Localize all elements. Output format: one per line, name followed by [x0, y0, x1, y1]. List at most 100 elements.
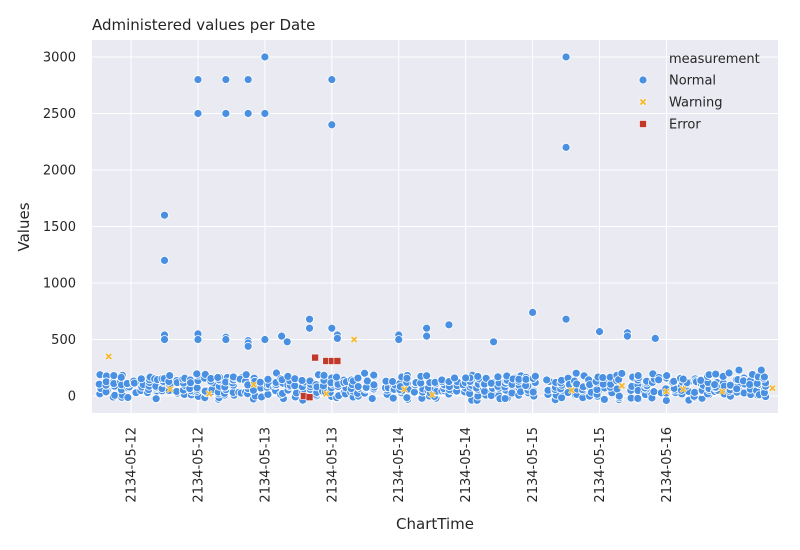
- normal-point: [422, 323, 432, 333]
- normal-point: [531, 371, 540, 381]
- normal-point: [486, 391, 496, 400]
- normal-point: [369, 370, 379, 380]
- normal-point: [493, 372, 503, 382]
- normal-point: [422, 371, 432, 381]
- normal-point: [272, 368, 281, 378]
- normal-point: [353, 373, 363, 383]
- normal-point: [756, 365, 766, 375]
- normal-point: [402, 393, 412, 403]
- x-tick-labels: 2134-05-12 2134-05-12 2134-05-13 2134-05-13…: [125, 427, 675, 503]
- normal-point: [724, 368, 734, 378]
- normal-point: [165, 371, 175, 380]
- normal-point: [192, 369, 202, 379]
- y-tick-labels: 0 500 1000 1500 2000 2500 3000: [43, 50, 76, 404]
- normal-point: [151, 394, 161, 404]
- normal-point: [734, 365, 744, 375]
- normal-point: [633, 394, 643, 403]
- normal-point: [221, 335, 231, 344]
- normal-point: [116, 372, 126, 382]
- x-tick-label: 2134-05-15: [593, 427, 608, 503]
- normal-point: [654, 375, 664, 385]
- legend-marker-error: [639, 120, 647, 128]
- normal-point: [402, 373, 412, 383]
- normal-point: [473, 372, 483, 381]
- normal-point: [678, 374, 688, 384]
- normal-point: [444, 320, 454, 330]
- normal-point: [571, 368, 581, 378]
- y-tick-label: 500: [51, 333, 76, 348]
- warning-point: [768, 384, 777, 392]
- normal-point: [221, 75, 231, 84]
- error-point: [305, 393, 314, 401]
- normal-point: [186, 378, 195, 388]
- legend-label-normal: Normal: [669, 74, 716, 89]
- normal-point: [243, 75, 253, 84]
- normal-point: [123, 393, 133, 402]
- warning-point: [249, 380, 258, 389]
- warning-point: [617, 382, 626, 390]
- warning-point: [679, 385, 688, 394]
- normal-point: [489, 337, 498, 347]
- normal-point: [461, 373, 471, 383]
- x-tick-label: 2134-05-14: [459, 427, 474, 503]
- normal-point: [388, 393, 398, 403]
- normal-point: [260, 52, 270, 62]
- normal-point: [305, 323, 314, 333]
- normal-point: [633, 371, 643, 380]
- legend-label-error: Error: [669, 118, 701, 133]
- normal-point: [243, 109, 253, 118]
- legend-title: measurement: [669, 52, 760, 67]
- x-tick-label: 2134-05-15: [526, 427, 541, 503]
- normal-point: [661, 396, 671, 405]
- normal-point: [192, 383, 202, 393]
- grid-lines: [92, 40, 778, 413]
- y-tick-label: 1500: [43, 220, 76, 235]
- chart-title: Administered values per Date: [92, 16, 315, 34]
- normal-point: [136, 374, 146, 384]
- normal-point: [360, 368, 369, 378]
- normal-point: [243, 341, 253, 351]
- normal-point: [542, 375, 552, 385]
- normal-point: [332, 333, 342, 343]
- normal-point: [561, 314, 571, 324]
- warning-point: [400, 385, 409, 394]
- x-tick-label: 2134-05-12: [191, 427, 206, 503]
- warning-point: [662, 387, 671, 396]
- normal-point: [362, 376, 372, 386]
- warning-point: [166, 385, 174, 394]
- y-tick-label: 3000: [43, 50, 76, 65]
- normal-point: [710, 380, 720, 389]
- normal-point: [327, 323, 337, 333]
- normal-point: [595, 327, 604, 337]
- normal-point: [319, 370, 329, 380]
- warning-point: [104, 352, 113, 361]
- normal-point: [623, 331, 632, 341]
- normal-point: [662, 371, 672, 381]
- normal-point: [500, 394, 510, 403]
- normal-point: [732, 384, 742, 394]
- normal-point: [599, 395, 609, 404]
- normal-point: [561, 52, 571, 62]
- legend: measurement Normal Warning Error: [638, 52, 760, 133]
- normal-point: [297, 376, 307, 385]
- normal-point: [101, 377, 111, 387]
- x-tick-label: 2134-05-12: [125, 427, 140, 503]
- normal-point: [213, 373, 223, 382]
- normal-point: [422, 331, 432, 341]
- y-tick-label: 0: [68, 390, 76, 405]
- x-axis-label: ChartTime: [396, 515, 474, 533]
- data-points: [94, 52, 777, 405]
- normal-point: [263, 374, 273, 384]
- normal-point: [450, 373, 459, 383]
- normal-point: [193, 75, 203, 84]
- normal-point: [394, 335, 404, 344]
- x-tick-label: 2134-05-13: [258, 427, 273, 503]
- normal-point: [367, 394, 377, 403]
- normal-point: [193, 335, 203, 344]
- normal-point: [277, 331, 287, 341]
- normal-point: [388, 377, 397, 386]
- normal-point: [193, 109, 203, 118]
- legend-label-warning: Warning: [669, 96, 722, 111]
- warning-point: [428, 391, 437, 399]
